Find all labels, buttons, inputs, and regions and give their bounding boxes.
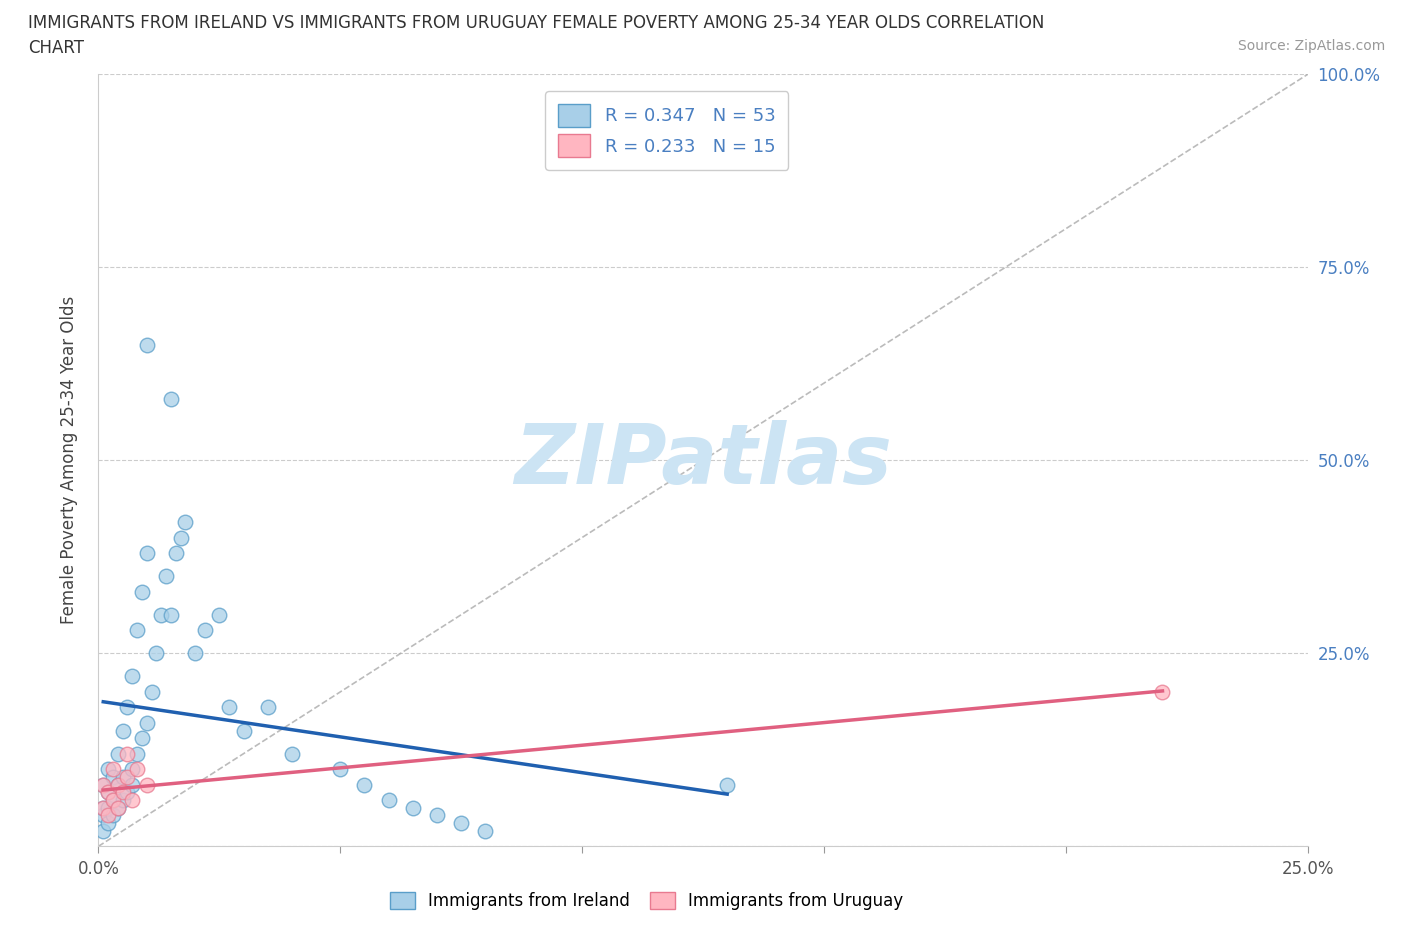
Point [131,584,153,599]
Point [135,546,157,561]
Point [101,792,124,807]
Point [127,762,149,777]
Point [111,769,134,784]
Text: Source: ZipAtlas.com: Source: ZipAtlas.com [1237,39,1385,53]
Point [402,800,425,815]
Point [256,700,278,715]
Point [131,731,153,746]
Point [135,777,157,792]
Point [101,762,124,777]
Point [97,816,120,830]
Point [121,792,143,807]
Point [111,724,134,738]
Point [155,568,177,584]
Point [101,808,124,823]
Point [121,777,143,792]
Point [107,800,129,815]
Point [160,392,183,406]
Point [107,777,129,792]
Point [91,800,114,815]
Point [97,762,120,777]
Point [218,700,240,715]
Point [101,792,124,807]
Point [127,623,149,638]
Point [117,769,139,784]
Point [145,646,167,661]
Point [474,823,496,838]
Point [117,746,139,761]
Point [107,777,129,792]
Point [135,338,157,352]
Point [107,800,129,815]
Point [184,646,207,661]
Point [91,808,114,823]
Point [377,792,399,807]
Point [135,715,157,730]
Point [174,514,197,529]
Point [450,816,472,830]
Point [91,777,114,792]
Point [160,607,183,622]
Text: CHART: CHART [28,39,84,57]
Point [141,684,163,699]
Point [121,762,143,777]
Point [281,746,304,761]
Point [97,808,120,823]
Point [121,669,143,684]
Point [91,823,114,838]
Point [353,777,375,792]
Point [107,746,129,761]
Point [165,546,187,561]
Legend: Immigrants from Ireland, Immigrants from Uruguay: Immigrants from Ireland, Immigrants from… [384,885,910,917]
Point [97,785,120,800]
Point [1152,684,1174,699]
Point [716,777,738,792]
Point [150,607,173,622]
Legend: R = 0.347   N = 53, R = 0.233   N = 15: R = 0.347 N = 53, R = 0.233 N = 15 [546,91,789,170]
Point [91,800,114,815]
Point [117,700,139,715]
Point [194,623,217,638]
Text: ZIPatlas: ZIPatlas [515,419,891,501]
Point [208,607,231,622]
Point [426,808,449,823]
Point [232,724,254,738]
Point [169,530,191,545]
Text: IMMIGRANTS FROM IRELAND VS IMMIGRANTS FROM URUGUAY FEMALE POVERTY AMONG 25-34 YE: IMMIGRANTS FROM IRELAND VS IMMIGRANTS FR… [28,14,1045,32]
Point [111,785,134,800]
Point [97,785,120,800]
Y-axis label: Female Poverty Among 25-34 Year Olds: Female Poverty Among 25-34 Year Olds [59,297,77,624]
Point [127,746,149,761]
Point [117,785,139,800]
Point [329,762,352,777]
Point [101,769,124,784]
Point [97,800,120,815]
Point [91,777,114,792]
Point [111,792,134,807]
